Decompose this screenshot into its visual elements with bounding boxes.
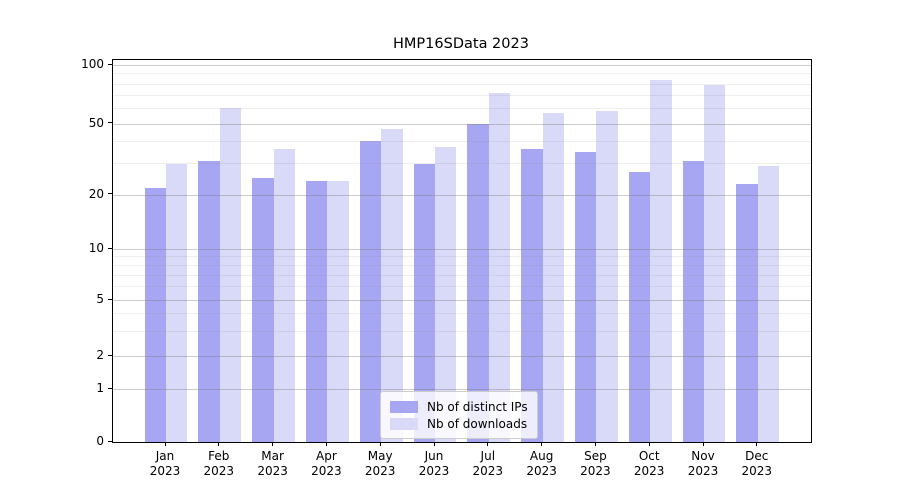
y-major-gridline-100 bbox=[113, 64, 811, 66]
y-tick-mark-0 bbox=[108, 440, 112, 442]
y-tick-label-50: 50 bbox=[88, 115, 104, 130]
bar-downloads-dec bbox=[757, 166, 780, 442]
y-minor-gridline-80 bbox=[113, 83, 811, 85]
bar-downloads-feb bbox=[219, 108, 242, 442]
y-tick-mark-100 bbox=[108, 63, 112, 65]
y-tick-label-0: 0 bbox=[96, 434, 104, 448]
bar-distinct-ips-sep bbox=[575, 151, 597, 442]
bar-distinct-ips-jan bbox=[144, 187, 166, 442]
bar-downloads-jan bbox=[166, 163, 188, 442]
bar-distinct-ips-jun bbox=[413, 163, 435, 442]
y-major-gridline-2 bbox=[113, 355, 811, 357]
bar-downloads-sep bbox=[596, 111, 618, 442]
y-tick-label-20: 20 bbox=[88, 186, 104, 201]
y-tick-label-5: 5 bbox=[96, 292, 104, 306]
legend-item-downloads: Nb of downloads bbox=[390, 415, 528, 432]
y-tick-mark-20 bbox=[108, 193, 112, 195]
x-tick-label-nov: Nov 2023 bbox=[687, 449, 719, 478]
y-minor-gridline-4 bbox=[113, 313, 811, 315]
x-tick-label-jul: Jul 2023 bbox=[472, 449, 504, 478]
y-minor-gridline-60 bbox=[113, 107, 811, 109]
y-minor-gridline-30 bbox=[113, 163, 811, 165]
x-tick-mark-mar bbox=[272, 442, 274, 446]
x-tick-mark-dec bbox=[756, 442, 758, 446]
y-minor-gridline-3 bbox=[113, 330, 811, 332]
x-tick-label-aug: Aug 2023 bbox=[526, 449, 557, 478]
y-major-gridline-5 bbox=[113, 299, 811, 301]
x-tick-mark-aug bbox=[541, 442, 543, 446]
bar-distinct-ips-nov bbox=[682, 161, 704, 442]
x-tick-label-jan: Jan 2023 bbox=[149, 449, 181, 478]
legend-swatch-downloads bbox=[390, 417, 418, 430]
y-tick-label-1: 1 bbox=[96, 381, 104, 396]
x-tick-label-feb: Feb 2023 bbox=[203, 449, 235, 478]
bar-distinct-ips-feb bbox=[198, 161, 220, 442]
y-major-gridline-1 bbox=[113, 388, 811, 390]
y-tick-mark-1 bbox=[108, 387, 112, 389]
x-tick-label-sep: Sep 2023 bbox=[580, 449, 611, 478]
y-tick-mark-2 bbox=[108, 354, 112, 356]
y-minor-gridline-9 bbox=[113, 256, 811, 258]
bar-downloads-may bbox=[381, 128, 403, 442]
x-tick-label-apr: Apr 2023 bbox=[311, 449, 342, 478]
y-tick-mark-50 bbox=[108, 122, 112, 124]
legend-swatch-distinct-ips bbox=[390, 400, 418, 413]
bar-distinct-ips-oct bbox=[628, 171, 651, 442]
bar-distinct-ips-mar bbox=[252, 177, 274, 442]
x-tick-mark-sep bbox=[594, 442, 596, 446]
x-tick-mark-nov bbox=[702, 442, 704, 446]
y-minor-gridline-40 bbox=[113, 140, 811, 142]
bar-distinct-ips-may bbox=[359, 141, 382, 442]
bar-distinct-ips-apr bbox=[306, 180, 328, 442]
x-tick-mark-apr bbox=[325, 442, 327, 446]
x-tick-label-mar: Mar 2023 bbox=[257, 449, 288, 478]
x-tick-mark-jan bbox=[164, 442, 166, 446]
x-tick-label-may: May 2023 bbox=[364, 449, 396, 478]
x-tick-mark-oct bbox=[648, 442, 650, 446]
y-minor-gridline-70 bbox=[113, 94, 811, 96]
x-tick-mark-jun bbox=[433, 442, 435, 446]
plot-area: Nb of distinct IPs Nb of downloads bbox=[112, 59, 812, 443]
y-minor-gridline-6 bbox=[113, 286, 811, 288]
y-minor-gridline-7 bbox=[113, 274, 811, 276]
legend-item-distinct-ips: Nb of distinct IPs bbox=[390, 398, 528, 415]
y-tick-label-10: 10 bbox=[88, 241, 104, 255]
y-major-gridline-10 bbox=[113, 248, 811, 250]
x-tick-mark-jul bbox=[487, 442, 489, 446]
chart-title: HMP16SData 2023 bbox=[393, 36, 529, 52]
y-tick-mark-10 bbox=[108, 247, 112, 249]
bar-downloads-apr bbox=[327, 180, 349, 442]
bar-downloads-nov bbox=[704, 85, 726, 442]
legend-label-downloads: Nb of downloads bbox=[427, 416, 528, 431]
bar-downloads-aug bbox=[542, 112, 564, 442]
y-major-gridline-20 bbox=[113, 194, 811, 196]
x-tick-mark-may bbox=[379, 442, 381, 446]
x-tick-label-dec: Dec 2023 bbox=[741, 449, 773, 478]
bar-downloads-mar bbox=[273, 149, 295, 442]
bar-distinct-ips-aug bbox=[521, 149, 543, 442]
y-tick-label-2: 2 bbox=[96, 348, 104, 362]
bar-downloads-oct bbox=[650, 79, 672, 442]
legend-label-distinct-ips: Nb of distinct IPs bbox=[427, 399, 528, 414]
legend: Nb of distinct IPs Nb of downloads bbox=[380, 391, 538, 439]
x-tick-label-jun: Jun 2023 bbox=[418, 449, 450, 478]
y-tick-mark-5 bbox=[108, 298, 112, 300]
y-major-gridline-50 bbox=[113, 123, 811, 125]
x-tick-label-oct: Oct 2023 bbox=[633, 449, 665, 478]
y-minor-gridline-90 bbox=[113, 73, 811, 75]
bar-downloads-jun bbox=[435, 147, 457, 442]
y-tick-label-100: 100 bbox=[81, 57, 104, 71]
bar-distinct-ips-dec bbox=[736, 184, 758, 442]
y-minor-gridline-8 bbox=[113, 264, 811, 266]
bar-distinct-ips-jul bbox=[467, 124, 489, 442]
bar-downloads-jul bbox=[488, 92, 511, 442]
x-tick-mark-feb bbox=[218, 442, 220, 446]
